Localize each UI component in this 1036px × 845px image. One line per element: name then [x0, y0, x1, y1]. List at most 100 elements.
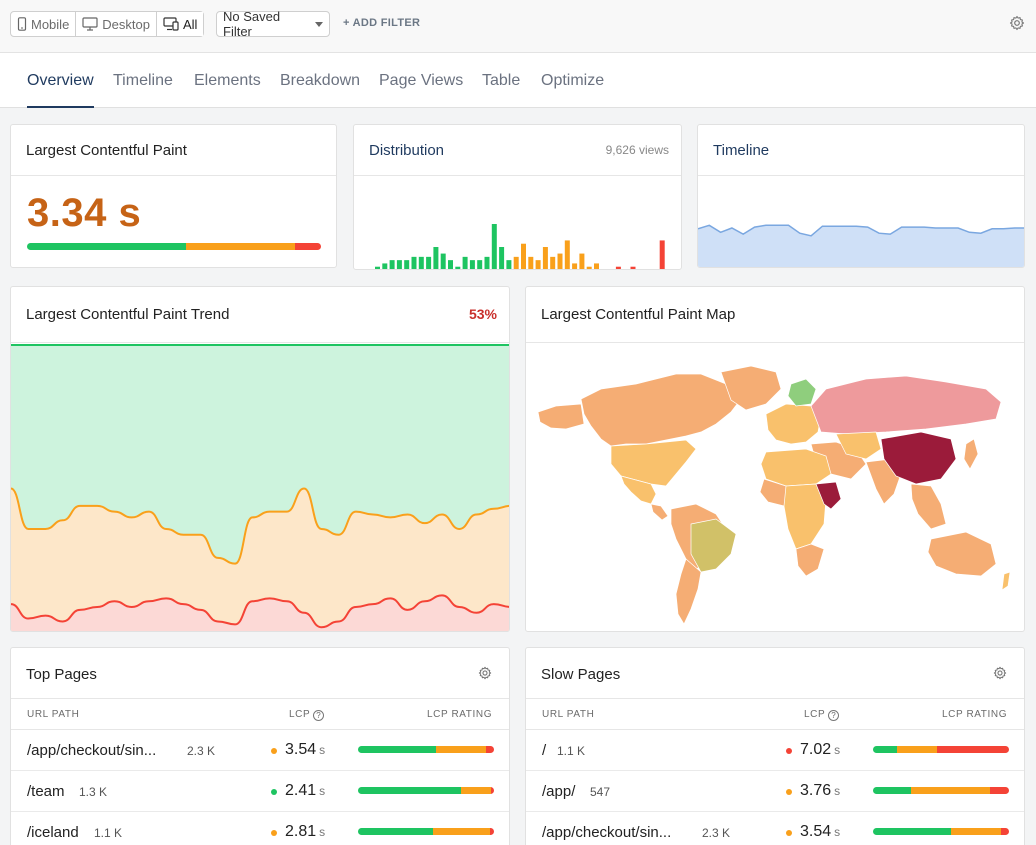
- tab-page-views[interactable]: Page Views: [379, 72, 464, 89]
- views-count: 9,626 views: [605, 143, 669, 157]
- tab-breakdown[interactable]: Breakdown: [280, 72, 361, 89]
- status-dot: [271, 789, 277, 795]
- distribution-bar[interactable]: [630, 266, 636, 270]
- map-region-central-asia[interactable]: [835, 431, 882, 460]
- map-region-scandinavia[interactable]: [787, 378, 817, 407]
- distribution-bar[interactable]: [659, 240, 665, 270]
- page-views-count: 1.3 K: [79, 785, 108, 799]
- gear-icon[interactable]: [1009, 15, 1025, 31]
- map-region-south-america-south[interactable]: [675, 558, 702, 625]
- column-lcp[interactable]: LCP?: [289, 709, 325, 721]
- table-row[interactable]: /app/checkout/sin... 2.3 K 3.54 s: [526, 812, 1024, 845]
- map-region-alaska[interactable]: [537, 403, 585, 430]
- distribution-bar[interactable]: [462, 256, 468, 270]
- distribution-bar[interactable]: [404, 260, 410, 270]
- url-path[interactable]: /iceland: [27, 824, 79, 841]
- timeline-card[interactable]: Timeline: [697, 124, 1025, 268]
- timeline-line[interactable]: [698, 224, 1025, 237]
- column-url-path[interactable]: URL PATH: [27, 709, 80, 720]
- map-region-brazil[interactable]: [690, 518, 737, 573]
- help-icon[interactable]: ?: [828, 710, 840, 721]
- column-lcp-rating[interactable]: LCP RATING: [427, 709, 493, 720]
- distribution-bar[interactable]: [375, 266, 380, 270]
- distribution-bar[interactable]: [535, 260, 541, 270]
- distribution-bar[interactable]: [564, 240, 570, 270]
- lcp-summary-card[interactable]: Largest Contentful Paint 3.34 s: [10, 124, 337, 268]
- distribution-bar[interactable]: [586, 266, 592, 270]
- column-url-path[interactable]: URL PATH: [542, 709, 595, 720]
- tab-optimize[interactable]: Optimize: [541, 72, 605, 89]
- tab-table[interactable]: Table: [482, 72, 521, 89]
- distribution-bar[interactable]: [557, 253, 563, 270]
- distribution-bar[interactable]: [521, 243, 526, 270]
- url-path[interactable]: /app/: [542, 783, 576, 800]
- trend-needs-improvement-line[interactable]: [11, 487, 510, 565]
- map-region-russia[interactable]: [810, 375, 1002, 435]
- table-row[interactable]: /app/checkout/sin... 2.3 K 3.54 s: [11, 730, 509, 771]
- distribution-bar[interactable]: [615, 266, 621, 270]
- device-all-button[interactable]: All: [157, 12, 204, 36]
- tab-timeline[interactable]: Timeline: [113, 72, 173, 89]
- table-row[interactable]: /app/547 3.76 s: [526, 771, 1024, 812]
- distribution-bar[interactable]: [426, 256, 432, 270]
- distribution-bar[interactable]: [528, 256, 534, 270]
- map-region-australia[interactable]: [927, 531, 997, 577]
- lcp-map-card[interactable]: Largest Contentful Paint Map: [525, 286, 1025, 632]
- help-icon[interactable]: ?: [313, 710, 325, 721]
- map-region-canada[interactable]: [580, 373, 742, 447]
- table-row[interactable]: /iceland 1.1 K 2.81 s: [11, 812, 509, 845]
- map-region-new-zealand[interactable]: [1001, 571, 1011, 591]
- url-path[interactable]: /team: [27, 783, 65, 800]
- saved-filter-dropdown[interactable]: No Saved Filter: [216, 9, 330, 39]
- device-desktop-button[interactable]: Desktop: [76, 12, 157, 36]
- distribution-bar[interactable]: [469, 260, 475, 270]
- url-path[interactable]: /: [542, 742, 547, 759]
- status-dot: [271, 830, 277, 836]
- distribution-bar[interactable]: [477, 260, 483, 270]
- distribution-bar[interactable]: [396, 260, 402, 270]
- map-region-east-africa[interactable]: [815, 481, 842, 510]
- distribution-bar[interactable]: [506, 260, 512, 270]
- tab-elements[interactable]: Elements: [194, 72, 261, 89]
- distribution-bar[interactable]: [513, 256, 519, 270]
- distribution-bar[interactable]: [411, 256, 417, 270]
- distribution-bar[interactable]: [382, 263, 388, 270]
- map-region-central-america[interactable]: [650, 503, 669, 521]
- table-row[interactable]: /team 1.3 K 2.41 s: [11, 771, 509, 812]
- distribution-bar[interactable]: [418, 256, 424, 270]
- distribution-bar[interactable]: [433, 247, 439, 270]
- column-lcp[interactable]: LCP?: [804, 709, 840, 721]
- distribution-bar[interactable]: [491, 224, 497, 270]
- tab-overview[interactable]: Overview: [27, 72, 94, 89]
- trend-poor-line[interactable]: [11, 594, 510, 629]
- url-path[interactable]: /app/checkout/sin...: [27, 742, 157, 759]
- device-mobile-button[interactable]: Mobile: [11, 12, 77, 36]
- add-filter-button[interactable]: + ADD FILTER: [343, 17, 421, 29]
- distribution-bar[interactable]: [389, 260, 395, 270]
- map-region-greenland[interactable]: [720, 365, 782, 411]
- column-lcp-rating[interactable]: LCP RATING: [942, 709, 1008, 720]
- lcp-trend-card[interactable]: Largest Contentful Paint Trend 53%: [10, 286, 510, 632]
- distribution-card[interactable]: Distribution 9,626 views: [353, 124, 682, 270]
- distribution-bar[interactable]: [572, 263, 578, 270]
- map-region-china[interactable]: [880, 431, 957, 485]
- map-region-southern-africa[interactable]: [795, 543, 825, 577]
- distribution-bar[interactable]: [448, 260, 453, 270]
- map-region-japan[interactable]: [963, 438, 979, 470]
- distribution-bar[interactable]: [579, 253, 585, 270]
- url-path[interactable]: /app/checkout/sin...: [542, 824, 672, 841]
- device-toggle-group: Mobile Desktop All: [10, 11, 205, 37]
- distribution-bar[interactable]: [550, 256, 556, 270]
- distribution-bar[interactable]: [484, 256, 490, 270]
- map-region-usa[interactable]: [610, 439, 697, 487]
- distribution-bar[interactable]: [594, 263, 599, 270]
- map-region-southeast-asia[interactable]: [910, 483, 947, 530]
- distribution-bar[interactable]: [440, 253, 446, 270]
- gear-icon[interactable]: [993, 666, 1007, 680]
- distribution-bar[interactable]: [499, 247, 505, 270]
- distribution-bar[interactable]: [542, 247, 548, 270]
- table-row[interactable]: / 1.1 K 7.02 s: [526, 730, 1024, 771]
- distribution-bar[interactable]: [455, 266, 461, 270]
- map-region-north-africa[interactable]: [760, 448, 832, 487]
- gear-icon[interactable]: [478, 666, 492, 680]
